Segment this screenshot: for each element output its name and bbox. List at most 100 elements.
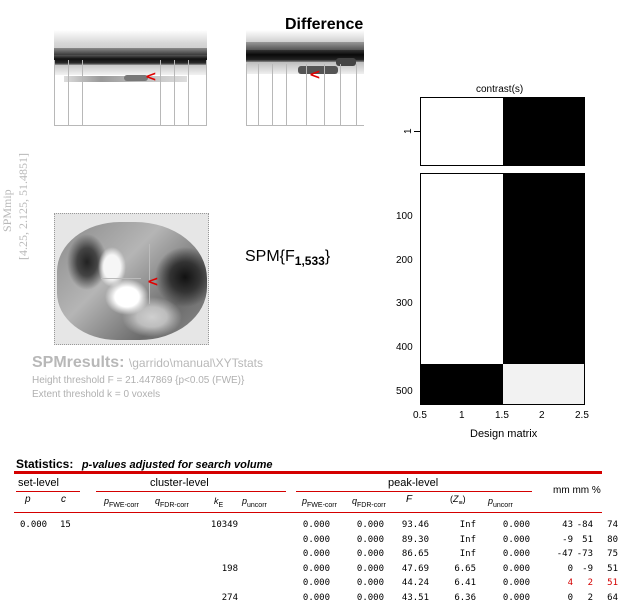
col-ke: kE xyxy=(214,496,224,509)
cell-pfwe: 0.000 xyxy=(302,592,330,603)
cell-Z: Inf xyxy=(459,520,476,530)
cell-pfdr: 0.000 xyxy=(356,592,384,603)
cell-Z: 6.36 xyxy=(454,592,476,603)
cell-F: 44.24 xyxy=(401,578,429,588)
cell-mm1: 4 xyxy=(567,578,573,588)
contrast-title: contrast(s) xyxy=(476,84,524,95)
y-tick-300: 300 xyxy=(396,298,413,309)
cell-Z: Inf xyxy=(459,549,476,559)
x-tick-2: 2 xyxy=(539,410,545,421)
cell-pfwe: 0.000 xyxy=(302,534,330,545)
cell-mm2: -9 xyxy=(582,563,593,574)
cell-mm3: 51 xyxy=(607,578,618,588)
cell-mm3: 74 xyxy=(607,520,618,530)
cell-Z: 6.65 xyxy=(454,563,476,574)
cell-F: 89.30 xyxy=(401,534,429,545)
cell-p: 0.000 xyxy=(20,520,48,530)
cell-pfwe: 0.000 xyxy=(302,563,330,574)
col-qfdr-cluster: qFDR-corr xyxy=(155,496,189,509)
cell-punc: 0.000 xyxy=(502,592,530,603)
mip-right-panel[interactable]: < xyxy=(246,30,364,126)
col-f: F xyxy=(406,494,413,505)
cell-mm1: -9 xyxy=(562,534,573,545)
cell-mm2: 2 xyxy=(587,592,593,603)
col-c: c xyxy=(61,494,66,505)
cell-mm1: 0 xyxy=(567,592,573,603)
cell-ke: 274 xyxy=(221,592,238,603)
mip-cursor-marker-right[interactable]: < xyxy=(309,67,321,83)
y-tick-100: 100 xyxy=(396,211,413,222)
results-block: SPMresults: \garrido\manual\XYTstats Hei… xyxy=(32,354,263,400)
cell-ke: 198 xyxy=(221,563,238,574)
cell-pfwe: 0.000 xyxy=(302,578,330,588)
cell-mm2: 51 xyxy=(582,534,593,545)
cell-mm3: 80 xyxy=(607,534,618,545)
col-qfdr-peak: qFDR-corr xyxy=(352,496,386,509)
mip-bottom-panel[interactable]: < xyxy=(54,213,209,345)
cell-Z: 6.41 xyxy=(454,578,476,588)
x-tick-1: 1 xyxy=(459,410,465,421)
stats-header-rule xyxy=(14,512,602,513)
cell-mm1: 43 xyxy=(562,520,573,530)
y-tick-200: 200 xyxy=(396,255,413,266)
cell-pfwe: 0.000 xyxy=(302,520,330,530)
mip-left-panel[interactable]: < xyxy=(54,30,207,126)
mip-side-label: SPMmip xyxy=(0,189,14,232)
cell-punc: 0.000 xyxy=(502,520,530,530)
cell-mm1: -47 xyxy=(556,549,573,559)
x-tick-2-5: 2.5 xyxy=(575,410,589,421)
x-tick-1-5: 1.5 xyxy=(495,410,509,421)
cell-punc: 0.000 xyxy=(502,578,530,588)
mip-title: Difference xyxy=(285,16,364,33)
height-threshold: Height threshold F = 21.447869 {p<0.05 (… xyxy=(32,375,245,386)
col-z: (Z≡) xyxy=(450,494,466,507)
cell-pfdr: 0.000 xyxy=(356,563,384,574)
peak-level-header: peak-level xyxy=(388,477,439,489)
col-p: p xyxy=(25,494,31,505)
cell-pfdr: 0.000 xyxy=(356,534,384,545)
cell-pfdr: 0.000 xyxy=(356,549,384,559)
contrast-panel[interactable] xyxy=(420,97,585,166)
contrast-row-label: 1 xyxy=(403,128,414,134)
extent-threshold: Extent threshold k = 0 voxels xyxy=(32,389,161,400)
cell-pfdr: 0.000 xyxy=(356,578,384,588)
cell-c: 15 xyxy=(60,520,71,530)
set-level-header: set-level xyxy=(18,477,59,489)
stats-top-rule xyxy=(14,471,602,474)
results-title: SPMresults: xyxy=(32,354,125,371)
cell-pfwe: 0.000 xyxy=(302,549,330,559)
col-pfwe-cluster: pFWE-corr xyxy=(104,496,139,509)
cell-F: 86.65 xyxy=(401,549,429,559)
cluster-level-header: cluster-level xyxy=(150,477,209,489)
stats-heading: Statistics: p-values adjusted for search… xyxy=(16,457,273,471)
x-tick-0-5: 0.5 xyxy=(413,410,427,421)
col-punc-peak: puncorr xyxy=(488,496,513,509)
col-pfwe-peak: pFWE-corr xyxy=(302,496,337,509)
mip-coords: [4.25, 2.125, 51.4851] xyxy=(16,153,30,260)
design-matrix-xlabel: Design matrix xyxy=(470,428,538,440)
y-tick-400: 400 xyxy=(396,342,413,353)
stat-label: SPM{F1,533} xyxy=(245,248,331,269)
cell-mm2: -84 xyxy=(576,520,593,530)
cell-mm3: 51 xyxy=(607,563,618,574)
cell-punc: 0.000 xyxy=(502,563,530,574)
mip-cursor-marker-left[interactable]: < xyxy=(145,69,157,85)
cell-punc: 0.000 xyxy=(502,549,530,559)
cell-mm2: 2 xyxy=(587,578,593,588)
cell-punc: 0.000 xyxy=(502,534,530,545)
col-punc-cluster: puncorr xyxy=(242,496,267,509)
cell-mm2: -73 xyxy=(576,549,593,559)
design-matrix-panel[interactable] xyxy=(420,173,585,405)
cell-F: 93.46 xyxy=(401,520,429,530)
cell-ke: 10349 xyxy=(210,520,238,530)
cell-mm3: 75 xyxy=(607,549,618,559)
mip-cursor-marker-bottom[interactable]: < xyxy=(147,274,159,290)
results-path: \garrido\manual\XYTstats xyxy=(128,356,263,370)
cell-Z: Inf xyxy=(459,534,476,545)
mm-header: mm mm % xyxy=(553,485,601,496)
cell-F: 43.51 xyxy=(401,592,429,603)
cell-mm1: 0 xyxy=(567,563,573,574)
cell-mm3: 64 xyxy=(607,592,618,603)
y-tick-500: 500 xyxy=(396,386,413,397)
cell-F: 47.69 xyxy=(401,563,429,574)
